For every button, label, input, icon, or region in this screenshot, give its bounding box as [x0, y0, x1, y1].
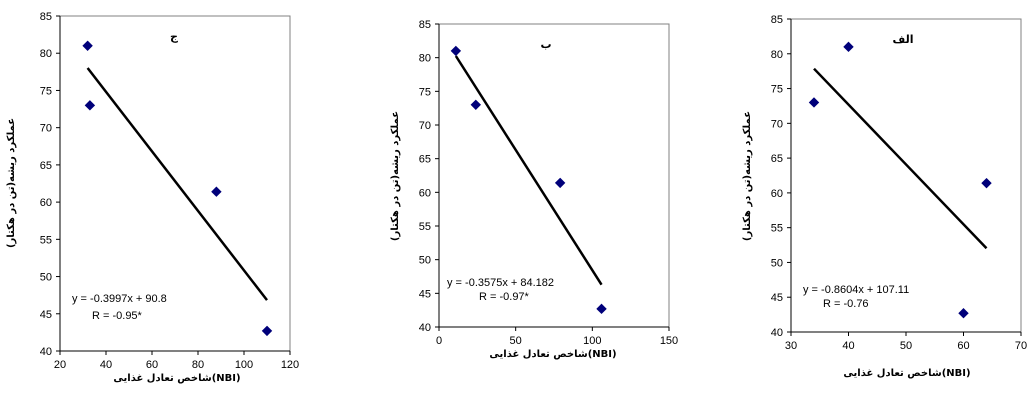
data-point: [84, 100, 96, 111]
correlation-label: R = -0.76: [823, 298, 869, 310]
trend-equation: y = -0.8604x + 107.11: [803, 284, 909, 296]
y-tick-label: 85: [419, 19, 431, 31]
data-point: [261, 325, 273, 337]
trendline: [86, 67, 268, 301]
data-point: [958, 308, 969, 319]
y-tick-label: 50: [40, 272, 52, 284]
y-tick-label: 70: [771, 118, 783, 130]
y-tick-label: 65: [419, 154, 431, 166]
trend-equation: y = -0.3997x + 90.8: [72, 293, 167, 305]
data-point: [808, 97, 820, 108]
trendline: [454, 55, 603, 286]
y-tick-label: 45: [419, 288, 431, 300]
x-tick-label: 100: [583, 335, 601, 347]
x-tick-label: 50: [510, 335, 522, 347]
x-tick-label: 70: [1015, 340, 1027, 352]
y-tick-label: 50: [419, 255, 431, 267]
y-tick-label: 55: [771, 223, 783, 235]
data-point: [82, 40, 93, 51]
x-tick-label: 80: [192, 359, 204, 371]
x-tick-label: 40: [100, 359, 112, 371]
y-tick-label: 70: [40, 123, 52, 135]
x-axis-label: شاخص تعادل غذایی(NBI): [489, 349, 616, 360]
trend-equation: y = -0.3575x + 84.182: [447, 277, 554, 289]
x-tick-label: 150: [660, 335, 678, 347]
y-tick-label: 45: [771, 292, 783, 304]
y-tick-label: 50: [771, 257, 783, 269]
data-point: [211, 186, 222, 197]
chart-title: ب: [540, 38, 551, 51]
x-tick-label: 60: [146, 359, 158, 371]
y-tick-label: 40: [40, 346, 52, 358]
x-tick-label: 60: [957, 340, 969, 352]
x-tick-label: 0: [436, 335, 442, 347]
data-point: [450, 45, 462, 57]
y-tick-label: 65: [771, 153, 783, 165]
y-tick-label: 75: [419, 86, 431, 98]
x-tick-label: 100: [235, 359, 253, 371]
y-tick-label: 40: [419, 322, 431, 334]
chart-2: 40 45 50 55 60 65 70 75 80 85 0 50 100 150 ب y = -0.357…: [390, 19, 678, 360]
x-axis-label: شاخص تعادل غذایی(NBI): [113, 373, 240, 384]
x-tick-label: 30: [785, 340, 797, 352]
correlation-label: R = -0.97*: [479, 291, 530, 303]
y-tick-label: 60: [419, 187, 431, 199]
chart-title: الف: [892, 33, 913, 46]
y-tick-label: 80: [40, 48, 52, 60]
data-point: [843, 41, 854, 53]
x-tick-label: 120: [281, 359, 299, 371]
data-point: [596, 303, 607, 315]
y-tick-label: 45: [40, 309, 52, 321]
y-tick-label: 75: [40, 85, 52, 97]
y-tick-label: 80: [419, 53, 431, 65]
y-tick-label: 60: [771, 188, 783, 200]
correlation-label: R = -0.95*: [92, 310, 143, 322]
y-tick-label: 85: [40, 11, 52, 23]
y-axis-label: عملکرد ریشه(تن در هکتار): [742, 111, 753, 241]
y-tick-label: 40: [771, 327, 783, 339]
chart-title: ج: [170, 30, 178, 44]
data-point: [981, 177, 992, 189]
y-tick-label: 75: [771, 84, 783, 96]
data-point: [470, 99, 482, 111]
x-tick-label: 20: [54, 359, 66, 371]
y-tick-label: 55: [40, 234, 52, 246]
y-axis-label: عملکرد ریشه(تن در هکتار): [390, 111, 401, 241]
x-tick-label: 40: [842, 340, 854, 352]
y-tick-label: 70: [419, 120, 431, 132]
y-tick-label: 60: [40, 197, 52, 209]
y-tick-label: 55: [419, 221, 431, 233]
data-point: [554, 177, 566, 189]
x-tick-label: 50: [900, 340, 912, 352]
x-axis-label: شاخص تعادل غذایی(NBI): [843, 368, 970, 379]
y-axis-label: عملکرد ریشه(تن در هکتار): [6, 118, 17, 248]
trendline: [813, 67, 988, 250]
y-tick-label: 65: [40, 160, 52, 172]
y-tick-label: 80: [771, 49, 783, 61]
y-tick-label: 85: [771, 14, 783, 26]
